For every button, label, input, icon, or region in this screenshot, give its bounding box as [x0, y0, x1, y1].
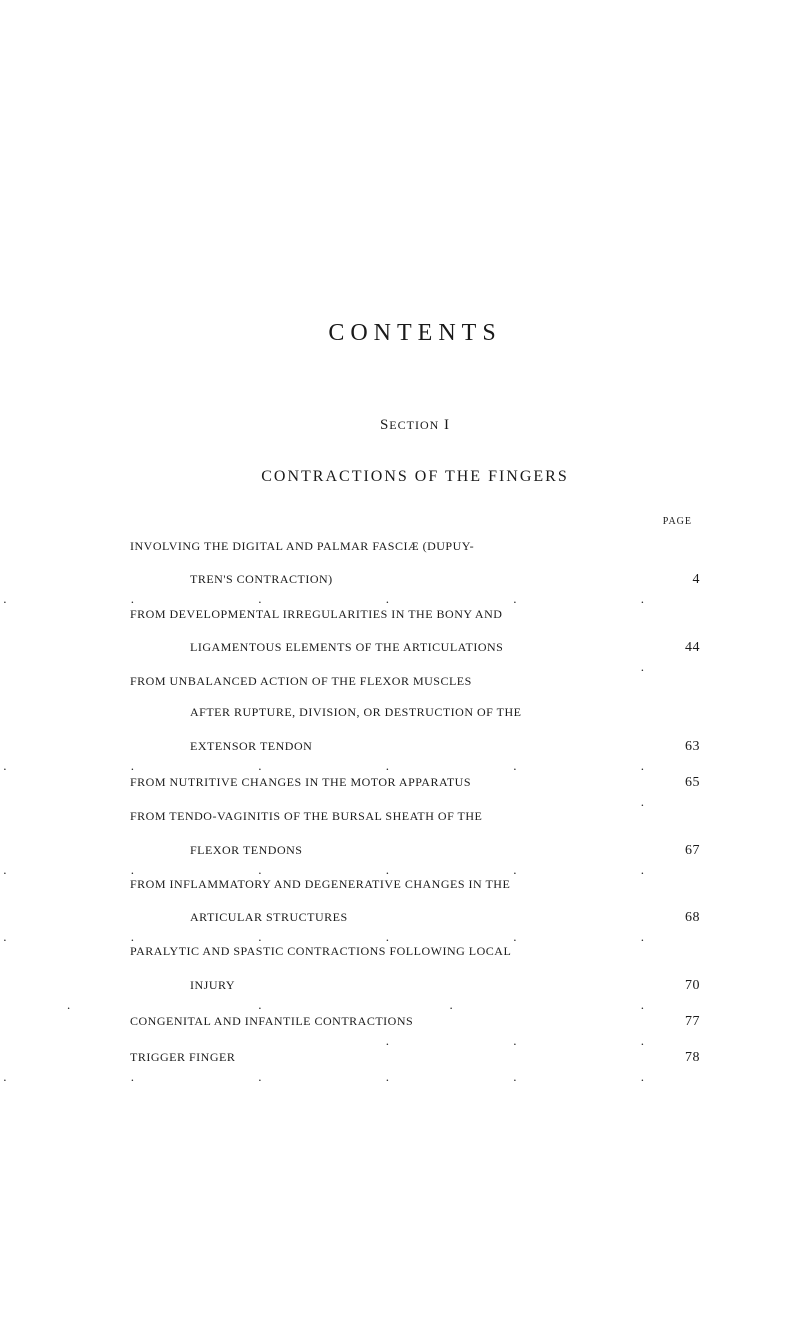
entry-text: AFTER RUPTURE, DIVISION, OR DESTRUCTION … — [130, 697, 521, 728]
leader-dots — [511, 650, 662, 651]
section-label: SECTION I — [130, 417, 700, 434]
page-column-header: PAGE — [130, 516, 700, 527]
entry-text: FROM INFLAMMATORY AND DEGENERATIVE CHANG… — [130, 869, 510, 900]
leader-dots — [310, 853, 662, 854]
main-title: CONTENTS — [130, 320, 700, 347]
entry-text: LIGAMENTOUS ELEMENTS OF THE ARTICULATION… — [130, 632, 503, 663]
page-number: 4 — [670, 562, 700, 598]
entry-text: FROM TENDO-VAGINITIS OF THE BURSAL SHEAT… — [130, 801, 482, 832]
toc-entry: FROM DEVELOPMENTAL IRREGULARITIES IN THE… — [130, 599, 700, 667]
leader-dots — [243, 988, 662, 989]
entry-text: CONGENITAL AND INFANTILE CONTRACTIONS — [130, 1006, 413, 1037]
page-number: 44 — [670, 630, 700, 666]
page-number: 68 — [670, 900, 700, 936]
entry-text: FROM UNBALANCED ACTION OF THE FLEXOR MUS… — [130, 666, 472, 697]
leader-dots — [341, 582, 662, 583]
entry-text: PARALYTIC AND SPASTIC CONTRACTIONS FOLLO… — [130, 936, 511, 967]
leader-dots — [320, 749, 662, 750]
leader-dots — [356, 920, 662, 921]
toc-entry: CONGENITAL AND INFANTILE CONTRACTIONS 77 — [130, 1004, 700, 1040]
leader-dots — [479, 785, 662, 786]
toc-entries: INVOLVING THE DIGITAL AND PALMAR FASCIÆ … — [130, 531, 700, 1077]
page-container: CONTENTS SECTION I CONTRACTIONS OF THE F… — [0, 0, 800, 1137]
leader-dots — [243, 1060, 662, 1061]
page-number: 70 — [670, 968, 700, 1004]
toc-entry: INVOLVING THE DIGITAL AND PALMAR FASCIÆ … — [130, 531, 700, 599]
page-number: 77 — [670, 1004, 700, 1040]
page-number: 63 — [670, 729, 700, 765]
toc-entry: TRIGGER FINGER 78 — [130, 1040, 700, 1076]
page-number: 78 — [670, 1040, 700, 1076]
toc-entry: FROM INFLAMMATORY AND DEGENERATIVE CHANG… — [130, 869, 700, 937]
toc-entry: FROM UNBALANCED ACTION OF THE FLEXOR MUS… — [130, 666, 700, 765]
section-title: CONTRACTIONS OF THE FINGERS — [130, 468, 700, 486]
page-number: 67 — [670, 833, 700, 869]
leader-dots — [421, 1024, 662, 1025]
section-label-text: SECTION I — [380, 417, 450, 433]
page-number: 65 — [670, 765, 700, 801]
toc-entry: PARALYTIC AND SPASTIC CONTRACTIONS FOLLO… — [130, 936, 700, 1004]
toc-entry: FROM TENDO-VAGINITIS OF THE BURSAL SHEAT… — [130, 801, 700, 869]
entry-text: FROM NUTRITIVE CHANGES IN THE MOTOR APPA… — [130, 767, 471, 798]
entry-text: INVOLVING THE DIGITAL AND PALMAR FASCIÆ … — [130, 531, 474, 562]
entry-text: FROM DEVELOPMENTAL IRREGULARITIES IN THE… — [130, 599, 502, 630]
toc-entry: FROM NUTRITIVE CHANGES IN THE MOTOR APPA… — [130, 765, 700, 801]
